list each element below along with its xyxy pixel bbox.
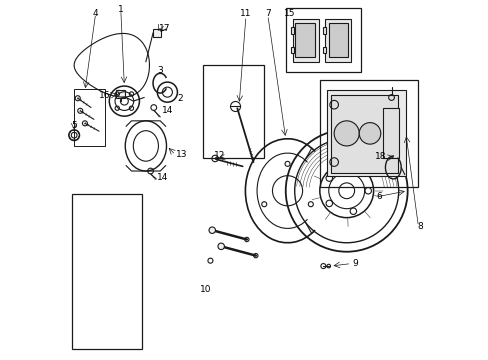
Text: 18: 18 xyxy=(374,152,386,161)
Text: 10: 10 xyxy=(200,284,211,293)
Bar xyxy=(72,194,142,348)
Bar xyxy=(290,46,293,53)
Circle shape xyxy=(218,243,224,249)
Text: 14: 14 xyxy=(162,106,173,115)
Bar xyxy=(290,27,293,34)
Text: 16: 16 xyxy=(99,90,110,99)
Text: 4: 4 xyxy=(93,9,98,18)
Text: 11: 11 xyxy=(240,9,251,18)
Text: 7: 7 xyxy=(264,9,270,18)
Bar xyxy=(325,19,350,62)
Bar xyxy=(74,89,104,146)
Bar xyxy=(323,27,325,34)
Bar xyxy=(203,65,264,158)
Bar xyxy=(323,46,325,53)
Bar xyxy=(328,23,348,57)
Circle shape xyxy=(359,123,380,144)
Bar xyxy=(116,90,125,98)
Text: 6: 6 xyxy=(375,192,381,201)
Text: 2: 2 xyxy=(177,94,183,103)
Bar xyxy=(153,29,161,37)
Text: 14: 14 xyxy=(157,173,168,182)
Circle shape xyxy=(333,121,359,146)
Text: 8: 8 xyxy=(416,222,422,231)
Text: 9: 9 xyxy=(352,259,358,268)
Text: 12: 12 xyxy=(213,152,224,161)
Bar xyxy=(319,80,418,187)
Text: 17: 17 xyxy=(159,24,170,33)
Text: 5: 5 xyxy=(71,121,77,130)
Bar xyxy=(285,8,360,72)
Bar xyxy=(326,90,405,176)
Text: 3: 3 xyxy=(157,67,163,76)
Circle shape xyxy=(208,227,215,233)
Bar xyxy=(292,19,318,62)
Bar xyxy=(330,95,397,173)
Bar xyxy=(382,108,398,158)
Text: 1: 1 xyxy=(118,5,123,14)
Text: 15: 15 xyxy=(283,9,294,18)
Bar xyxy=(295,23,314,57)
Text: 13: 13 xyxy=(176,150,187,159)
